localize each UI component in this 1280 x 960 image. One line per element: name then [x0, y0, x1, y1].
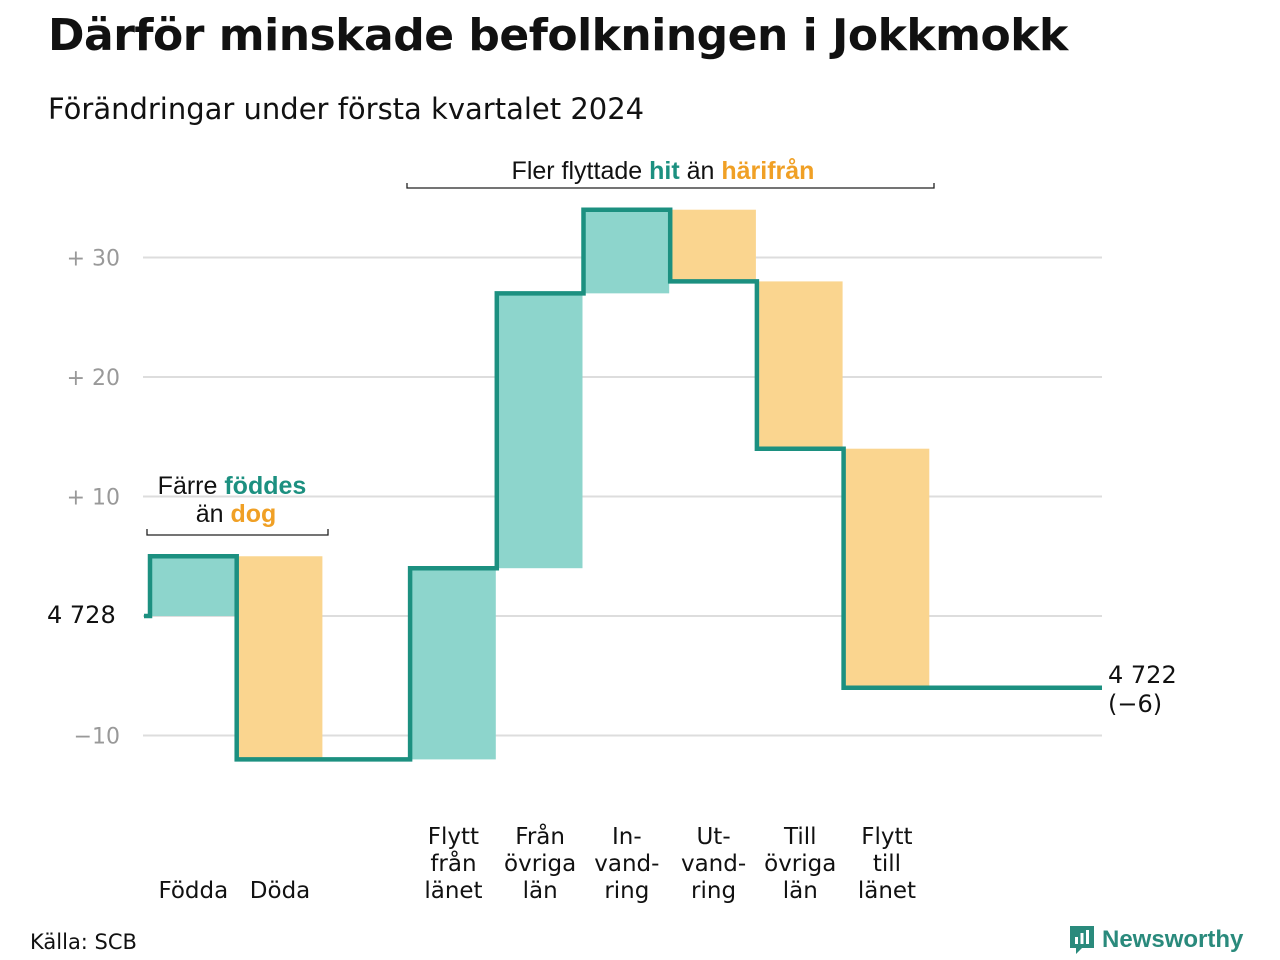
source-note: Källa: SCB — [30, 930, 137, 954]
y-tick-label: + 30 — [67, 247, 120, 272]
category-label: Ut- — [696, 824, 730, 850]
end-value-label: 4 722 — [1108, 661, 1177, 689]
cumulative-step-line — [144, 207, 1102, 762]
category-label: vand- — [594, 851, 659, 877]
bar-till-övriga-län — [757, 281, 843, 449]
bar-flytt-till-länet — [844, 448, 930, 688]
category-label: Flytt — [428, 824, 479, 850]
bar-flytt-från-länet — [411, 568, 496, 760]
bar-döda — [237, 556, 323, 760]
bar-från-övriga-län — [497, 293, 583, 569]
category-label: länet — [424, 878, 482, 904]
start-value-label: 4 728 — [47, 601, 116, 629]
category-label: Födda — [158, 878, 228, 904]
category-label: länet — [858, 878, 916, 904]
end-change-label: (−6) — [1108, 690, 1162, 718]
births-annotation-line1: Färre föddes — [158, 472, 307, 500]
bar-in--vand--ring — [584, 209, 670, 294]
bar-ut--vand--ring — [671, 209, 756, 282]
newsworthy-icon — [1070, 926, 1094, 954]
brand-name: Newsworthy — [1102, 926, 1244, 953]
category-label: Till — [783, 824, 817, 850]
category-label: län — [783, 878, 818, 904]
y-tick-label: + 10 — [67, 486, 120, 511]
category-label: övriga — [764, 851, 836, 877]
bar-födda — [151, 556, 236, 616]
births-bracket — [146, 529, 329, 536]
category-label: Från — [515, 822, 565, 850]
births-annotation-line2: än dog — [196, 500, 277, 528]
category-label: till — [873, 851, 901, 877]
category-label: Flytt — [861, 824, 912, 850]
chart-title: Därför minskade befolkningen i Jokkmokk — [48, 10, 1068, 61]
step-line-layer — [144, 207, 1102, 762]
category-label: ring — [604, 878, 649, 904]
category-label: län — [523, 878, 558, 904]
bars — [151, 209, 930, 760]
category-label: Döda — [250, 878, 310, 904]
category-label: övriga — [504, 851, 576, 877]
migration-annotation: Fler flyttade hit än härifrån — [512, 157, 815, 185]
chart-subtitle: Förändringar under första kvartalet 2024 — [48, 92, 645, 126]
labels: Födda DödaFlyttfrånlänetFrånövrigalänIn-v… — [47, 601, 1177, 904]
y-tick-label: + 20 — [67, 366, 120, 391]
category-label: In- — [612, 824, 642, 850]
category-label: ring — [691, 878, 736, 904]
newsworthy-logo: Newsworthy — [1068, 924, 1243, 956]
category-label: vand- — [681, 851, 746, 877]
migration-bracket — [406, 183, 935, 189]
y-tick-label: −10 — [74, 725, 120, 750]
category-label: från — [430, 849, 476, 877]
